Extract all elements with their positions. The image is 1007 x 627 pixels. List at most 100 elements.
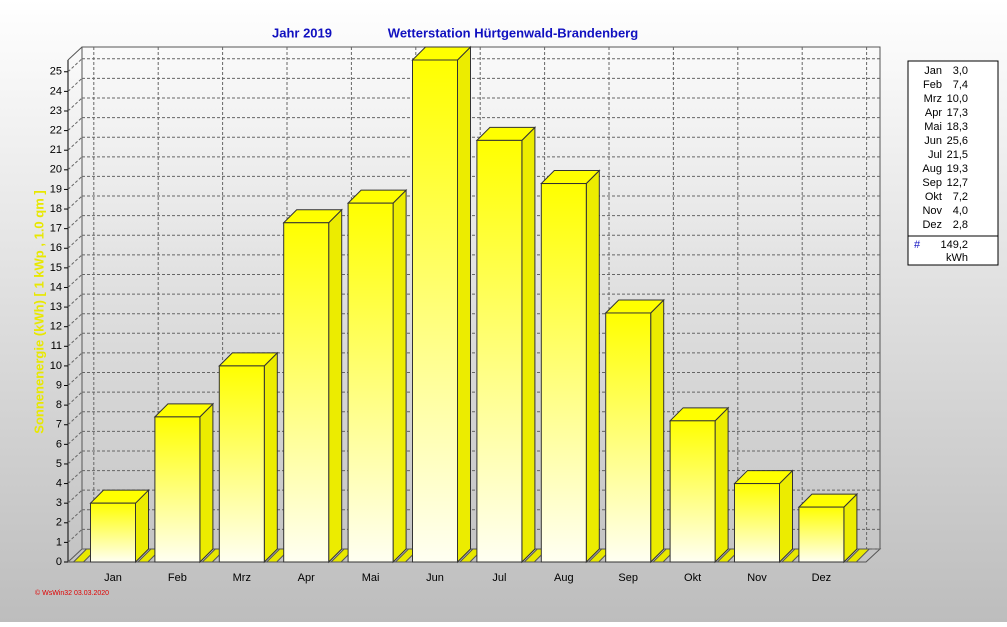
legend-value: 7,4 [953, 79, 968, 91]
y-tick-label: 9 [56, 379, 62, 391]
legend-value: 3,0 [953, 65, 968, 77]
bar-side [392, 188, 407, 564]
total-value: 149,2 [940, 239, 968, 251]
legend-label: Sep [922, 177, 942, 189]
grid-edge [67, 274, 83, 288]
grid-edge [67, 117, 83, 131]
bar-side [328, 208, 343, 564]
grid-edge [67, 391, 83, 406]
legend-value: 19,3 [947, 163, 968, 175]
bar-side [779, 469, 793, 564]
bar-side [199, 402, 214, 564]
grid-edge [67, 529, 83, 543]
y-axis-label: Sonnenenergie (kWh) [ 1 kWp , 1.0 qm ] [31, 190, 46, 433]
y-tick-label: 11 [51, 340, 62, 352]
y-tick-label: 16 [50, 242, 62, 254]
x-tick-label: Aug [554, 572, 574, 584]
y-tick-label: 2 [56, 517, 62, 529]
legend-value: 10,0 [947, 93, 968, 105]
grid-edge [67, 430, 83, 445]
bar-side [263, 351, 278, 564]
y-tick-label: 7 [56, 419, 62, 431]
bar-side [650, 298, 665, 564]
x-tick-label: Feb [168, 572, 187, 584]
x-tick-label: Nov [747, 572, 767, 584]
bar [154, 416, 201, 563]
y-tick-label: 19 [50, 183, 62, 195]
legend-label: Mai [924, 121, 942, 133]
x-tick-label: Mrz [233, 572, 251, 584]
legend-value: 2,8 [953, 219, 968, 231]
grid-edge [67, 450, 83, 465]
grid-edge [67, 548, 83, 563]
bar [347, 202, 394, 563]
grid-edge [67, 254, 83, 269]
grid-edge [67, 293, 83, 308]
bar-side [585, 169, 600, 564]
bar-side [714, 406, 729, 564]
legend-value: 21,5 [947, 149, 968, 161]
footer: © WsWin32 03.03.2020 [35, 589, 109, 597]
x-tick-label: Sep [618, 572, 638, 584]
x-tick-label: Jun [426, 572, 444, 584]
y-tick-label: 20 [50, 164, 62, 176]
x-tick-label: Dez [812, 572, 832, 584]
grid-edge [67, 489, 83, 504]
y-tick-label: 4 [56, 477, 62, 489]
total-unit: kWh [946, 252, 968, 264]
bar [218, 365, 265, 563]
y-tick-label: 18 [50, 203, 62, 215]
floor-tile [845, 548, 871, 563]
y-tick-label: 12 [50, 321, 62, 333]
grid-edge [67, 195, 83, 210]
y-tick-label: 10 [50, 360, 62, 372]
legend-value: 12,7 [947, 177, 968, 189]
y-tick-label: 25 [50, 66, 62, 78]
legend-label: Feb [923, 79, 942, 91]
bar [798, 506, 845, 563]
bar [412, 59, 458, 563]
y-tick-label: 0 [56, 556, 62, 568]
y-tick-label: 15 [50, 262, 62, 274]
chart-subtitle: Wetterstation Hürtgenwald-Brandenberg [388, 25, 638, 40]
grid-edge [67, 372, 83, 386]
legend-label: Dez [922, 219, 942, 231]
legend-label: Jun [924, 135, 942, 147]
grid-edge [67, 313, 83, 328]
legend-label: Jul [928, 149, 942, 161]
grid-edge [67, 156, 83, 171]
grid-edge [67, 78, 83, 92]
grid-edge [67, 97, 83, 112]
legend-label: Apr [925, 107, 942, 119]
grid-edge [67, 176, 83, 190]
x-tick-label: Okt [684, 572, 701, 584]
bar [90, 502, 136, 563]
bar [540, 183, 587, 563]
x-tick-label: Mai [362, 572, 380, 584]
y-tick-label: 14 [50, 281, 62, 293]
y-tick-label: 24 [50, 85, 62, 97]
grid-edge [67, 234, 83, 249]
legend-box [907, 60, 999, 266]
bar-side [521, 126, 536, 564]
bar [476, 139, 523, 563]
bar [669, 420, 716, 563]
bar [283, 222, 330, 563]
y-tick-label: 22 [50, 125, 62, 137]
grid-edge [67, 332, 83, 347]
bar [605, 312, 652, 563]
grid-edge [67, 411, 83, 426]
y-tick-label: 6 [56, 438, 62, 450]
y-tick-label: 23 [50, 105, 62, 117]
legend-label: Okt [925, 191, 942, 203]
grid-edge [67, 509, 83, 524]
legend-value: 7,2 [953, 191, 968, 203]
grid-edge [67, 215, 83, 230]
x-tick-label: Jul [492, 572, 506, 584]
legend-label: Aug [922, 163, 942, 175]
legend-value: 18,3 [947, 121, 968, 133]
legend-label: Jan [924, 65, 942, 77]
x-tick-label: Jan [104, 572, 122, 584]
grid-edge [67, 352, 83, 367]
